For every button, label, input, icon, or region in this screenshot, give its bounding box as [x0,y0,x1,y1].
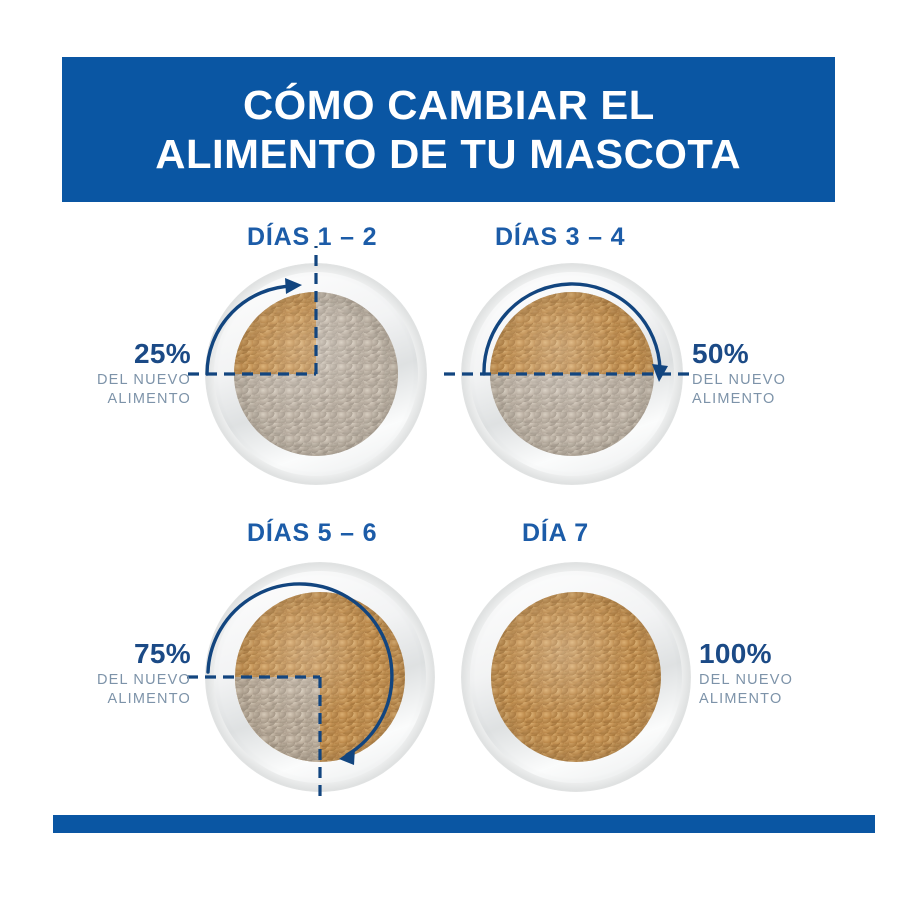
food-bowl-days-3-4 [461,263,683,485]
callout-days-5-6: 75% DEL NUEVO ALIMENTO [41,640,191,709]
day-label-days-3-4: DÍAS 3 – 4 [495,223,626,251]
step-panel-days-5-6: DÍAS 5 – 6 75% DEL NUEVO ALIMEN [97,512,455,812]
step-panel-days-1-2: DÍAS 1 – 2 [97,218,455,508]
percent-value-days-1-2: 25% [134,338,191,369]
bowl-inner-shadow [233,291,399,457]
sublabel-line-2: ALIMENTO [692,391,776,408]
percent-sublabel-day-7: DEL NUEVO ALIMENTO [699,671,869,709]
percent-sublabel-days-1-2: DEL NUEVO ALIMENTO [41,371,191,409]
sublabel-line-2: ALIMENTO [107,391,191,408]
food-bowl-days-5-6 [205,562,435,792]
bowl-food-area [489,291,655,457]
sublabel-line-2: ALIMENTO [699,691,783,708]
new-food-kibble [490,591,662,763]
bowl-inner-shadow [489,291,655,457]
food-bowl-days-1-2 [205,263,427,485]
food-bowl-day-7 [461,562,691,792]
footer-bar [53,815,875,833]
percent-sublabel-days-5-6: DEL NUEVO ALIMENTO [41,671,191,709]
sublabel-line-1: DEL NUEVO [699,672,794,688]
day-label-days-1-2: DÍAS 1 – 2 [247,223,378,251]
bowl-food-area [233,291,399,457]
percent-value-day-7: 100% [699,638,772,669]
bowl-food-area [234,591,406,763]
bowl-food-area [490,591,662,763]
sublabel-line-1: DEL NUEVO [692,372,787,388]
step-panel-day-7: DÍA 7 100% DEL NUEVO ALIMENTO [450,512,792,812]
sublabel-line-1: DEL NUEVO [96,372,191,388]
sublabel-line-2: ALIMENTO [107,691,191,708]
banner-title-line-2: ALIMENTO DE TU MASCOTA [155,130,742,177]
callout-day-7: 100% DEL NUEVO ALIMENTO [699,640,869,709]
sublabel-line-1: DEL NUEVO [96,672,191,688]
day-label-days-5-6: DÍAS 5 – 6 [247,519,378,547]
bowl-inner-shadow [490,591,662,763]
header-banner: CÓMO CAMBIAR EL ALIMENTO DE TU MASCOTA [62,57,835,202]
banner-title-line-1: CÓMO CAMBIAR EL [242,82,655,129]
callout-days-1-2: 25% DEL NUEVO ALIMENTO [41,340,191,409]
percent-value-days-3-4: 50% [692,338,749,369]
day-label-day-7: DÍA 7 [522,519,589,547]
step-panel-days-3-4: DÍAS 3 – 4 50% DEL NUEVO ALIMENTO [444,218,785,508]
percent-value-days-5-6: 75% [134,638,191,669]
bowl-inner-shadow [234,591,406,763]
percent-sublabel-days-3-4: DEL NUEVO ALIMENTO [692,371,852,409]
callout-days-3-4: 50% DEL NUEVO ALIMENTO [692,340,852,409]
